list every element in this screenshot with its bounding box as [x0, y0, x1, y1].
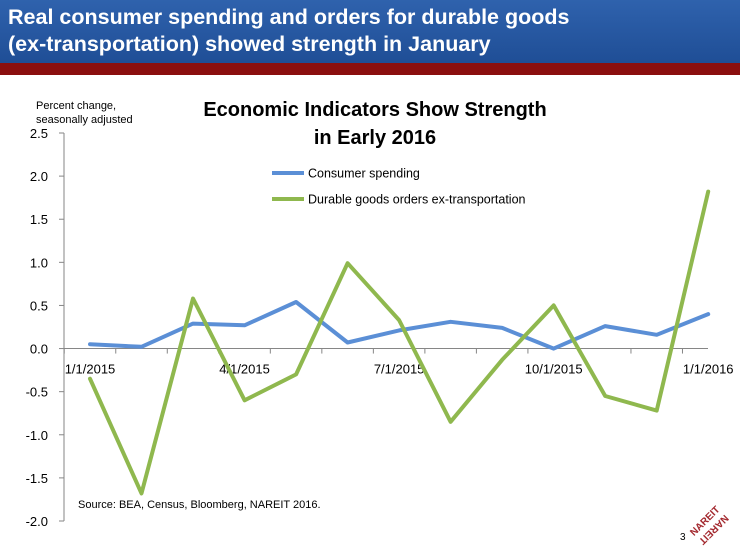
legend: Consumer spending Durable goods orders ex… [272, 167, 526, 207]
data-point [244, 324, 246, 326]
x-axis: 1/1/2015 4/1/2015 7/1/2015 10/1/2015 1/1/201… [63, 348, 734, 377]
page-number: 3 [680, 532, 686, 543]
data-point [656, 410, 658, 412]
data-point [553, 348, 555, 350]
data-point [656, 334, 658, 336]
y-tick-label: 0.5 [30, 298, 48, 313]
legend-label: Consumer spending [308, 167, 420, 181]
data-point [707, 191, 709, 193]
x-tick-label: 10/1/2015 [525, 362, 583, 377]
data-point [604, 395, 606, 397]
data-point [450, 321, 452, 323]
data-point [398, 319, 400, 321]
slide-title: Real consumer spending and orders for du… [8, 5, 570, 56]
data-point [192, 323, 194, 325]
data-point [398, 329, 400, 331]
data-point [707, 313, 709, 315]
data-point [604, 325, 606, 327]
y-tick-label: -1.0 [26, 428, 48, 443]
data-point [450, 421, 452, 423]
y-axis: 2.5 2.0 1.5 1.0 0.5 0.0 -0.5 -1.0 -1.5 -2.0 [26, 126, 65, 529]
y-tick-label: 0.0 [30, 342, 48, 357]
data-point [141, 492, 143, 494]
y-tick-label: -2.0 [26, 514, 48, 529]
data-point [89, 343, 91, 345]
data-point [347, 342, 349, 344]
series-line-durable-goods [88, 189, 711, 496]
legend-label: Durable goods orders ex-transportation [308, 193, 526, 207]
y-axis-label: Percent change, seasonally adjusted [36, 100, 133, 126]
data-point [553, 304, 555, 306]
data-point [295, 373, 297, 375]
nareit-logo: NAREIT NAREIT [688, 504, 730, 546]
y-tick-label: -1.5 [26, 471, 48, 486]
header-rule [0, 63, 740, 75]
x-tick-label: 1/1/2015 [65, 362, 116, 377]
data-point [347, 262, 349, 264]
source-note: Source: BEA, Census, Bloomberg, NAREIT 2… [78, 499, 321, 511]
data-point [295, 301, 297, 303]
series-lines [88, 189, 711, 496]
y-tick-label: 1.0 [30, 255, 48, 270]
y-tick-label: 1.5 [30, 212, 48, 227]
data-point [501, 359, 503, 361]
x-tick-label: 1/1/2016 [683, 362, 734, 377]
y-tick-label: 2.0 [30, 169, 48, 184]
y-tick-label: -0.5 [26, 385, 48, 400]
data-point [244, 399, 246, 401]
y-tick-label: 2.5 [30, 126, 48, 141]
data-point [89, 378, 91, 380]
data-point [192, 298, 194, 300]
data-point [501, 327, 503, 329]
x-tick-label: 7/1/2015 [374, 362, 425, 377]
slide-header: Real consumer spending and orders for du… [0, 0, 740, 63]
chart-title: Economic Indicators Show Strength in Ear… [203, 99, 547, 149]
data-point [141, 346, 143, 348]
